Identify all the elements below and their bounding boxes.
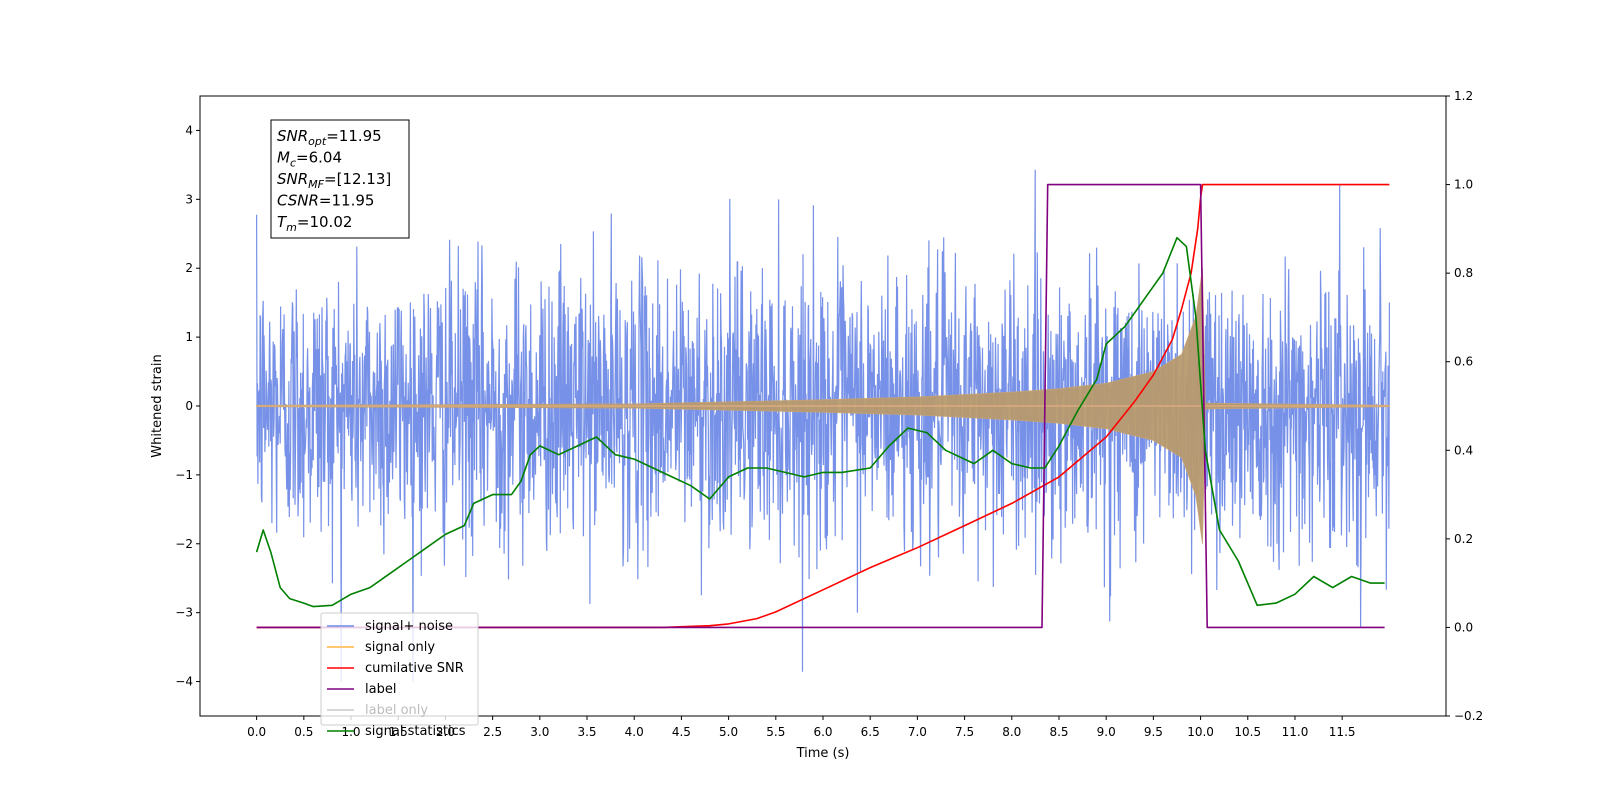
x-tick-label: 3.0 — [530, 725, 549, 739]
y-tick-label: 2 — [185, 261, 193, 275]
series-signal-statistics — [255, 236, 1385, 608]
y-tick-label: −1 — [175, 468, 193, 482]
y-tick-label: −2 — [175, 537, 193, 551]
legend-frame — [320, 612, 479, 726]
y2-tick-label: 1.2 — [1454, 89, 1473, 103]
x-tick-label: 11.5 — [1329, 725, 1356, 739]
annotation-line: Mc=6.04 — [277, 149, 342, 170]
legend-label: cumilative SNR — [365, 661, 464, 676]
y-tick-label: 3 — [185, 192, 193, 206]
y2-tick-label: 0.2 — [1454, 532, 1473, 546]
legend-label: signal only — [365, 640, 435, 655]
y2-tick-label: 0.4 — [1454, 443, 1473, 457]
x-tick-label: 2.0 — [436, 725, 455, 739]
x-tick-label: 5.5 — [766, 725, 785, 739]
x-tick-label: 1.5 — [389, 725, 408, 739]
y2-tick-label: 1.0 — [1454, 178, 1473, 192]
annotation-frame — [270, 119, 410, 239]
x-tick-label: 10.5 — [1234, 725, 1261, 739]
y-tick-label: 1 — [185, 330, 193, 344]
x-tick-label: 4.5 — [672, 725, 691, 739]
x-tick-label: 0.0 — [247, 725, 266, 739]
y2-tick-label: 0.8 — [1454, 266, 1473, 280]
y-axis-label: Whitened strain — [150, 354, 165, 457]
x-axis-label: Time (s) — [796, 746, 850, 761]
series-cumilative-snr — [256, 183, 1390, 629]
x-tick-label: 9.5 — [1144, 725, 1163, 739]
x-tick-label: 6.5 — [861, 725, 880, 739]
x-tick-label: 7.5 — [955, 725, 974, 739]
y2-tick-label: −0.2 — [1454, 709, 1483, 723]
legend-label: label — [365, 682, 396, 697]
annotation-box: SNRopt=11.95Mc=6.04SNRMF=[12.13]CSNR=11.… — [270, 119, 410, 239]
y2-tick-label: 0.6 — [1454, 355, 1473, 369]
x-tick-label: 8.0 — [1002, 725, 1021, 739]
annotation-line: SNRopt=11.95 — [277, 127, 382, 148]
x-tick-label: 8.5 — [1049, 725, 1068, 739]
y-tick-label: −4 — [175, 675, 193, 689]
x-tick-label: 3.5 — [577, 725, 596, 739]
legend-label: label only — [365, 703, 428, 718]
x-tick-label: 6.0 — [813, 725, 832, 739]
x-tick-label: 1.0 — [341, 725, 360, 739]
series-label — [256, 183, 1385, 629]
legend-label: signal+ noise — [365, 619, 453, 634]
annotation-line: SNRMF=[12.13] — [277, 170, 391, 191]
legend-label: signal statistics — [365, 724, 466, 739]
x-tick-label: 10.0 — [1187, 725, 1214, 739]
annotation-line: CSNR=11.95 — [277, 192, 374, 210]
x-tick-label: 2.5 — [483, 725, 502, 739]
y-tick-label: −3 — [175, 606, 193, 620]
x-tick-label: 4.0 — [625, 725, 644, 739]
y2-tick-label: 0.0 — [1454, 620, 1473, 634]
x-tick-label: 0.5 — [294, 725, 313, 739]
x-tick-label: 9.0 — [1097, 725, 1116, 739]
axis-ticks: 0.0 0.5 1.0 1.5 2.0 2.5 3.0 3.5 4.0 4.5 5.0 5.5 6.0 6… — [175, 89, 1483, 739]
plot-area — [255, 169, 1391, 682]
x-tick-label: 11.0 — [1282, 725, 1309, 739]
x-tick-label: 5.0 — [719, 725, 738, 739]
x-tick-label: 7.0 — [908, 725, 927, 739]
legend: signal+ noise signal only cumilative SNR la… — [320, 612, 479, 739]
annotation-line: Tm=10.02 — [277, 213, 352, 234]
y-tick-label: 0 — [185, 399, 193, 413]
y-tick-label: 4 — [185, 123, 193, 137]
